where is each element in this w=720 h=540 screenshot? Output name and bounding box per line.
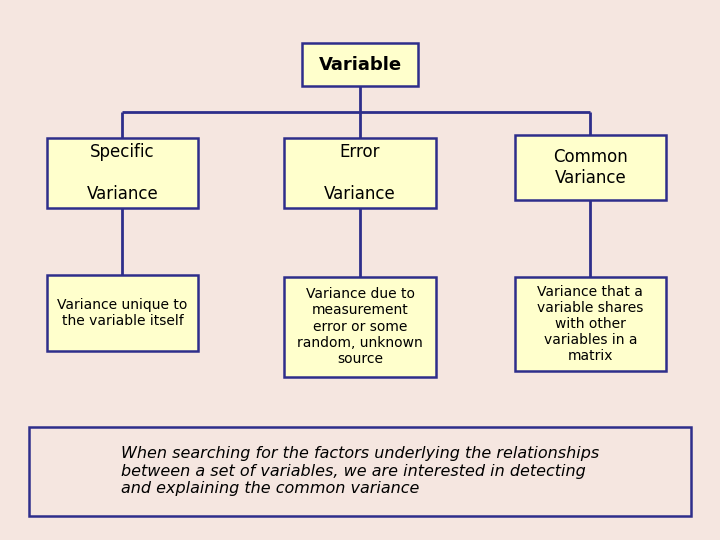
Text: Variance that a
variable shares
with other
variables in a
matrix: Variance that a variable shares with oth… — [537, 285, 644, 363]
FancyBboxPatch shape — [47, 138, 198, 208]
Text: Specific

Variance: Specific Variance — [86, 143, 158, 202]
Text: Error

Variance: Error Variance — [324, 143, 396, 202]
FancyBboxPatch shape — [47, 275, 198, 351]
FancyBboxPatch shape — [515, 135, 666, 200]
FancyBboxPatch shape — [515, 276, 666, 372]
FancyBboxPatch shape — [302, 43, 418, 86]
Text: Variable: Variable — [318, 56, 402, 74]
FancyBboxPatch shape — [29, 427, 691, 516]
Text: Variance unique to
the variable itself: Variance unique to the variable itself — [57, 298, 188, 328]
FancyBboxPatch shape — [284, 138, 436, 208]
Text: Common
Variance: Common Variance — [553, 148, 628, 187]
Text: When searching for the factors underlying the relationships
between a set of var: When searching for the factors underlyin… — [121, 446, 599, 496]
Text: Variance due to
measurement
error or some
random, unknown
source: Variance due to measurement error or som… — [297, 287, 423, 366]
FancyBboxPatch shape — [284, 276, 436, 377]
